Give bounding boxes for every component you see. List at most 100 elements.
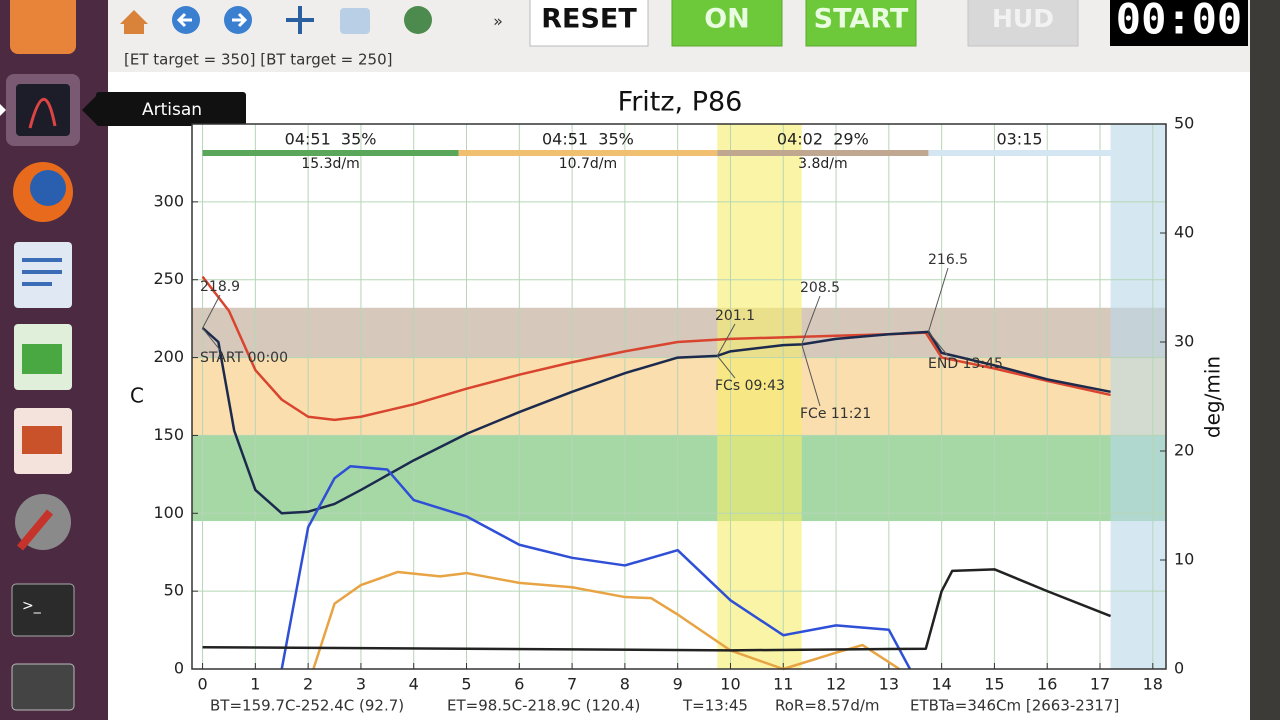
annotation-leader: [716, 355, 736, 379]
start-button[interactable]: [805, 0, 917, 47]
x-tick-label: 4: [409, 675, 419, 694]
y2-axis-label: deg/min: [1201, 356, 1225, 438]
x-tick-label: 5: [461, 675, 471, 694]
x-tick-label: 7: [567, 675, 577, 694]
annotation-leader: [716, 323, 736, 357]
y-tick-label: 50: [164, 581, 184, 600]
phase-rate: 10.7d/m: [559, 156, 617, 172]
x-tick-label: 0: [197, 675, 207, 694]
x-tick-label: 13: [879, 675, 899, 694]
chart-title: Fritz, P86: [618, 87, 743, 118]
annotation-leader: [928, 331, 949, 357]
tooltip: [96, 92, 246, 126]
annotation-leader: [801, 344, 821, 407]
writer-icon[interactable]: [14, 242, 72, 308]
y-tick-label: 300: [153, 191, 184, 210]
x-tick-label: 14: [931, 675, 951, 694]
phase-label: 03:15: [996, 130, 1042, 149]
files-icon[interactable]: [10, 0, 76, 54]
hud-button[interactable]: [967, 0, 1079, 47]
y-tick-label: 150: [153, 425, 184, 444]
stat: BT=159.7C-252.4C (92.7): [210, 697, 404, 715]
temp-band: [192, 435, 1166, 522]
config-button[interactable]: [404, 6, 432, 34]
zoom-button[interactable]: [340, 8, 370, 34]
stat: ET=98.5C-218.9C (120.4): [447, 697, 640, 715]
x-tick-label: 17: [1090, 675, 1110, 694]
time-band: [1110, 124, 1166, 669]
hud-label: HUD: [992, 4, 1054, 33]
terminal-icon[interactable]: [11, 583, 75, 637]
svg-text:>_: >_: [22, 598, 42, 614]
timer: [1110, 0, 1248, 46]
annotation-leader: [927, 267, 949, 333]
y2-tick-label: 30: [1174, 332, 1194, 351]
time-band: [717, 124, 802, 669]
y-tick-label: 0: [174, 659, 184, 678]
phase-label: 04:02 29%: [777, 130, 869, 149]
annotation: 201.1: [715, 308, 755, 324]
y2-tick-label: 40: [1174, 223, 1194, 242]
plot-frame: [191, 123, 1167, 670]
annotation-leader: [801, 295, 821, 345]
x-tick-label: 18: [1143, 675, 1163, 694]
annotation-leader: [202, 327, 221, 351]
series-line: [201, 275, 1111, 422]
phase-bar: [928, 150, 1111, 156]
start-label: START: [814, 4, 909, 35]
series-line: [280, 465, 912, 670]
series-line: [202, 568, 1112, 652]
desktop-edge: [1250, 0, 1280, 720]
y-tick-label: 200: [153, 347, 184, 366]
annotation: 216.5: [928, 252, 968, 268]
phase-bar: [458, 150, 718, 156]
timer-text: 00:00: [1116, 0, 1242, 44]
phase-label: 04:51 35%: [285, 130, 377, 149]
y2-tick-label: 20: [1174, 441, 1194, 460]
phase-rate: 3.8d/m: [798, 156, 848, 172]
on-button[interactable]: [671, 0, 783, 47]
y-tick-label: 100: [153, 503, 184, 522]
x-tick-label: 1: [250, 675, 260, 694]
on-label: ON: [704, 4, 750, 35]
annotation: END 13:45: [928, 356, 1003, 372]
x-tick-label: 9: [673, 675, 683, 694]
annotation-leader: [202, 294, 221, 329]
home-button[interactable]: [120, 10, 148, 34]
x-tick-label: 6: [514, 675, 524, 694]
workspace-icon[interactable]: [11, 663, 75, 711]
x-tick-label: 8: [620, 675, 630, 694]
temp-band: [192, 357, 1166, 436]
annotation: START 00:00: [200, 350, 288, 366]
temp-band: [192, 307, 1166, 358]
pan-button[interactable]: [286, 6, 314, 34]
annotation: FCs 09:43: [715, 378, 785, 394]
reset-label: RESET: [541, 4, 637, 35]
phase-rate: 15.3d/m: [301, 156, 359, 172]
reset-button[interactable]: [529, 0, 649, 47]
more-button[interactable]: »: [493, 12, 503, 31]
tooltip-arrow: [82, 94, 98, 126]
y2-tick-label: 10: [1174, 550, 1194, 569]
x-tick-label: 12: [826, 675, 846, 694]
phase-label: 04:51 35%: [542, 130, 634, 149]
tooltip-text: Artisan: [142, 100, 202, 120]
phase-bar: [717, 150, 929, 156]
x-tick-label: 15: [984, 675, 1004, 694]
annotation: 218.9: [200, 279, 240, 295]
x-tick-label: 3: [356, 675, 366, 694]
x-tick-label: 11: [773, 675, 793, 694]
y2-tick-label: 0: [1174, 659, 1184, 678]
stat: RoR=8.57d/m: [775, 697, 880, 715]
series-line: [312, 570, 901, 671]
targets: [ET target = 350] [BT target = 250]: [124, 51, 393, 69]
annotation: FCe 11:21: [800, 406, 871, 422]
stat: T=13:45: [682, 697, 748, 715]
annotation: 208.5: [800, 280, 840, 296]
x-tick-label: 2: [303, 675, 313, 694]
phase-bar: [202, 150, 459, 156]
y2-tick-label: 50: [1174, 114, 1194, 133]
stat: ETBTa=346Cm [2663-2317]: [910, 697, 1119, 715]
y-axis-label: C: [130, 384, 144, 408]
